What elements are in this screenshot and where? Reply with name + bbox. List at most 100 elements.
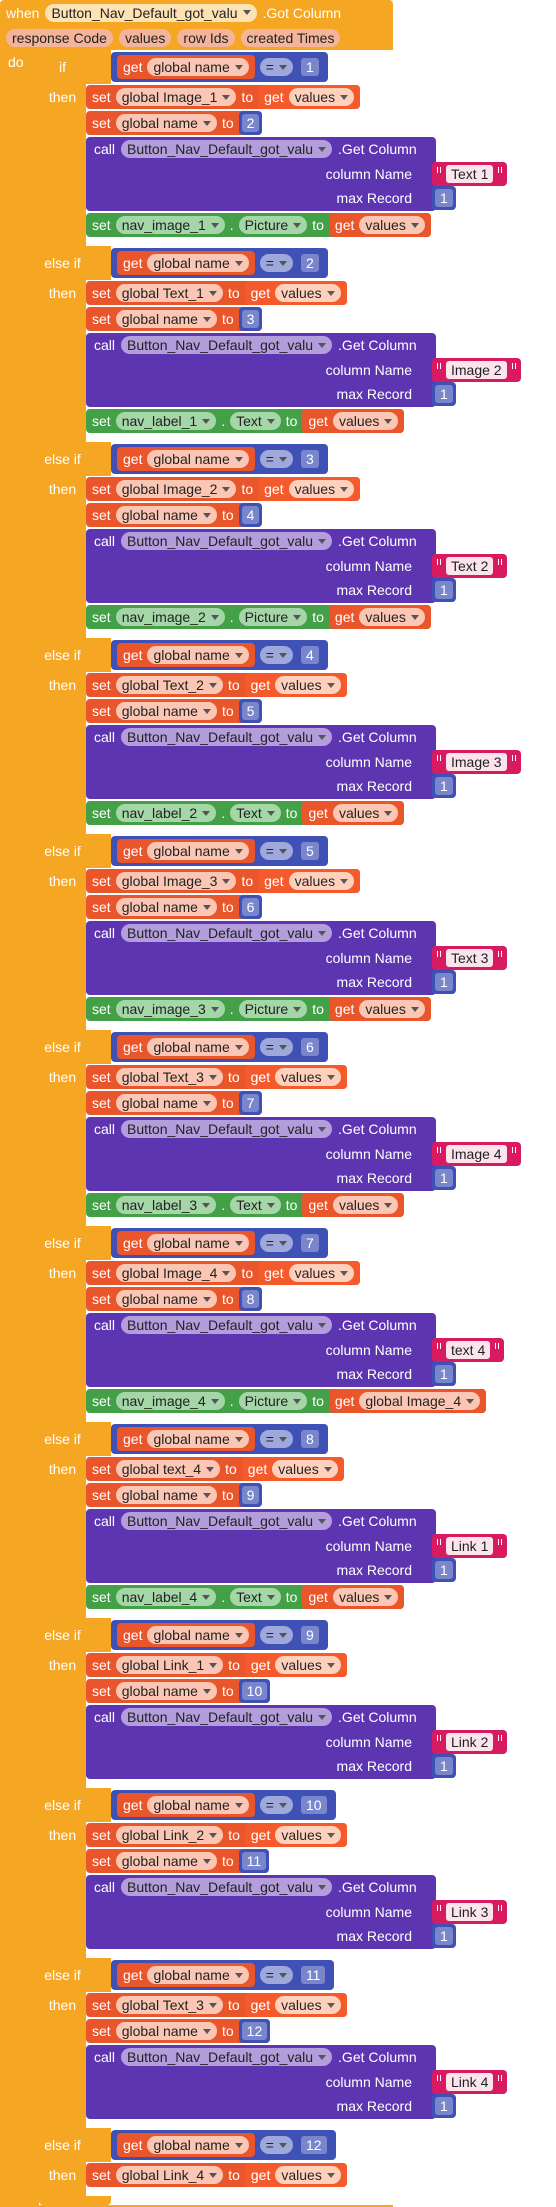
call-block: call Button_Nav_Default_got_valu .Get Colu… <box>86 1875 508 1949</box>
set-property-block: set nav_image_2. Picture to get values <box>86 605 431 629</box>
dropdown-arrow <box>293 1006 302 1012</box>
dropdown-arrow <box>202 418 211 424</box>
get-keyword: get <box>250 1827 271 1843</box>
get-keyword: get <box>123 1797 143 1813</box>
statement-row: call Button_Nav_Default_got_valu .Get Colu… <box>39 136 508 212</box>
event-block-bottom <box>0 2205 393 2207</box>
pill-text: global name <box>121 507 198 523</box>
statement-row: set nav_label_1. Text to get values <box>39 408 486 434</box>
argument-name: column Name <box>325 1904 412 1920</box>
argument-row: column Name Link 3 <box>86 1900 508 1924</box>
argument-row: max Record 1 <box>86 1558 456 1582</box>
statement-row: set nav_image_3. Picture to get values <box>39 996 486 1022</box>
argument-row: max Record 1 <box>86 1166 456 1190</box>
dropdown-arrow <box>234 456 243 462</box>
pill-text: = <box>265 1039 274 1055</box>
to-keyword: to <box>285 1589 298 1605</box>
get-block: get global name <box>117 1963 255 1987</box>
argument-name: column Name <box>325 362 412 378</box>
condition-row: else if get global name = 9 <box>39 1618 486 1652</box>
dropdown-arrow <box>202 2028 211 2034</box>
component-dropdown: nav_image_1 <box>115 216 225 234</box>
set-keyword: set <box>92 115 111 131</box>
then-keyword: then <box>39 2162 86 2188</box>
pill-text: global name <box>153 1039 230 1055</box>
if-spine <box>39 996 86 1022</box>
number-field: 2 <box>300 254 319 272</box>
do-keyword: do <box>8 54 24 70</box>
pill-text: global Link_1 <box>121 1657 205 1673</box>
dropdown-arrow <box>318 1714 327 1720</box>
statement-row: set nav_image_2. Picture to get values <box>39 604 486 630</box>
pill-text: global name <box>121 1487 198 1503</box>
dropdown-arrow <box>266 418 275 424</box>
text-field: Text 2 <box>446 557 494 575</box>
dropdown-arrow <box>318 2054 327 2060</box>
number-field: 12 <box>300 2136 327 2154</box>
argument-row: max Record 1 <box>86 186 456 210</box>
branch-gap <box>39 1414 486 1422</box>
number-block: 10 <box>238 1679 271 1703</box>
branch-gap <box>39 1780 486 1788</box>
dropdown-arrow <box>209 1662 218 1668</box>
method-name: .Get Column <box>338 1513 417 1529</box>
get-keyword: get <box>250 285 271 301</box>
get-keyword: get <box>123 843 143 859</box>
number-field: 1 <box>435 385 453 403</box>
if-spine <box>39 1584 86 1610</box>
argument-row: column Name Text 2 <box>86 554 508 578</box>
dropdown-arrow <box>202 1202 211 1208</box>
pill-text: = <box>265 647 274 663</box>
dropdown-arrow <box>234 1436 243 1442</box>
component-dropdown: Button_Nav_Default_got_valu <box>121 2048 333 2066</box>
pill-text: global name <box>121 2023 198 2039</box>
operator-dropdown: = <box>259 1966 293 1984</box>
pill-text: values <box>281 1657 322 1673</box>
pill-text: Text <box>236 413 262 429</box>
dropdown-arrow <box>340 94 349 100</box>
variable-dropdown: global Text_2 <box>115 676 223 694</box>
quote <box>498 1735 503 1741</box>
set-variable-block: set global Text_1 to get values <box>86 281 347 305</box>
set-property-block: set nav_image_1. Picture to get values <box>86 213 431 237</box>
pill-text: global name <box>121 1291 198 1307</box>
set-keyword: set <box>92 1827 111 1843</box>
pill-text: values <box>338 1589 380 1605</box>
number-block: 6 <box>238 895 263 919</box>
call-block: call Button_Nav_Default_got_valu .Get Colu… <box>86 1509 508 1583</box>
number-field: 10 <box>241 1682 268 1700</box>
statement-row: set global name to 10 <box>39 1678 486 1704</box>
variable-dropdown: values <box>332 1588 399 1606</box>
pill-text: global name <box>153 255 230 271</box>
text-block: text 4 <box>432 1338 505 1362</box>
to-keyword: to <box>221 703 234 719</box>
argument-row: column Name text 4 <box>86 1338 505 1362</box>
to-keyword: to <box>241 89 254 105</box>
call-keyword: call <box>94 533 116 549</box>
if-spine <box>39 1704 86 1780</box>
branch-keyword: if <box>39 50 86 84</box>
set-keyword: set <box>92 311 111 327</box>
component-dropdown: nav_image_3 <box>115 1000 225 1018</box>
to-keyword: to <box>221 1853 234 1869</box>
quote <box>498 1539 503 1545</box>
set-keyword: set <box>92 1461 111 1477</box>
variable-dropdown: values <box>275 1656 341 1674</box>
variable-dropdown: values <box>288 872 355 890</box>
argument-name: column Name <box>325 950 412 966</box>
statement-row: set global name to 4 <box>39 502 486 528</box>
quote <box>498 1905 503 1911</box>
argument-name: max Record <box>336 190 412 206</box>
number-field: 1 <box>435 581 453 599</box>
variable-dropdown: global name <box>115 1094 217 1112</box>
get-keyword: get <box>334 1393 355 1409</box>
number-block: 2 <box>297 251 322 275</box>
branch-gap <box>39 1022 486 1030</box>
dropdown-arrow <box>206 1466 215 1472</box>
dot: . <box>229 1393 234 1409</box>
statement-row: then set global Text_3 to get values <box>39 1064 486 1090</box>
if-spine <box>39 2018 86 2044</box>
call-keyword: call <box>94 1513 116 1529</box>
get-keyword: get <box>250 2167 271 2183</box>
method-name: .Get Column <box>338 1879 417 1895</box>
